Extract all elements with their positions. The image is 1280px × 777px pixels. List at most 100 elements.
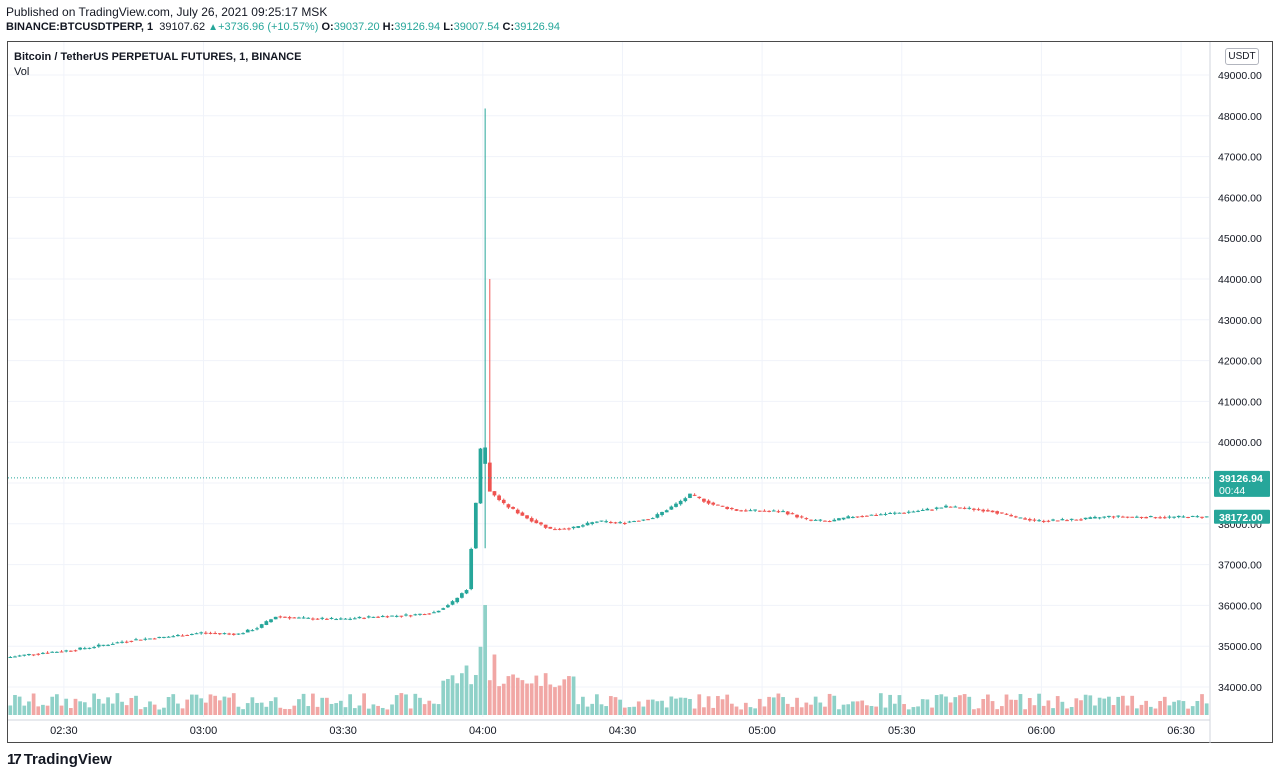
- volume-bar: [45, 705, 50, 715]
- candle-body: [478, 448, 483, 504]
- candle-body: [352, 618, 357, 620]
- candle-body: [236, 633, 241, 635]
- candle-body: [129, 640, 134, 642]
- volume-bar: [785, 703, 790, 715]
- candle-body: [804, 518, 809, 520]
- candle-body: [166, 636, 171, 638]
- candle-body: [59, 651, 64, 653]
- volume-bar: [236, 706, 241, 715]
- volume-bar: [82, 702, 87, 715]
- volume-bar: [1125, 705, 1130, 715]
- volume-bar: [846, 704, 851, 715]
- y-tick-label: 47000.00: [1218, 152, 1262, 164]
- volume-bar: [1176, 700, 1181, 715]
- volume-bar: [1004, 694, 1009, 715]
- candle-body: [543, 524, 548, 528]
- candle-body: [762, 510, 767, 512]
- candle-body: [264, 621, 269, 625]
- candle-body: [674, 503, 678, 507]
- candle-body: [287, 617, 292, 619]
- volume-bar: [627, 707, 632, 715]
- candle-body: [78, 647, 83, 650]
- volume-bar: [101, 703, 106, 715]
- volume-bar: [264, 706, 269, 715]
- candle-body: [371, 616, 376, 618]
- candle-body: [669, 506, 674, 510]
- candle-body: [636, 520, 641, 522]
- volume-bar: [478, 646, 483, 715]
- volume-bar: [59, 705, 64, 715]
- volume-bar: [567, 676, 571, 715]
- volume-bar: [827, 693, 832, 715]
- candle-body: [608, 522, 613, 524]
- volume-bar: [487, 680, 492, 715]
- y-tick-label: 46000.00: [1218, 192, 1262, 204]
- volume-bar: [1023, 709, 1027, 715]
- candle-body: [818, 519, 823, 521]
- volume-bar: [720, 699, 725, 715]
- volume-bar: [269, 701, 273, 715]
- candle-body: [729, 508, 734, 510]
- candle-body: [771, 510, 776, 512]
- volume-bar: [36, 706, 41, 715]
- candle-body: [436, 610, 441, 613]
- candle-body: [743, 510, 748, 512]
- volume-bar: [436, 704, 441, 715]
- y-tick-label: 49000.00: [1218, 70, 1262, 82]
- candle-body: [1023, 518, 1027, 520]
- volume-bar: [655, 701, 660, 715]
- volume-bar: [1032, 705, 1037, 715]
- candle-body: [250, 630, 255, 632]
- volume-bar: [106, 697, 110, 715]
- volume-bar: [1130, 695, 1135, 715]
- candle-body: [781, 511, 785, 513]
- candle-body: [110, 643, 115, 645]
- candle-body: [1018, 517, 1023, 519]
- y-tick-label: 41000.00: [1218, 396, 1262, 408]
- volume-bar: [338, 700, 343, 715]
- candle-body: [427, 613, 432, 615]
- candle-body: [124, 641, 129, 643]
- low-value: 39007.54: [453, 21, 500, 33]
- volume-bar: [460, 673, 464, 715]
- candle-body: [846, 516, 851, 519]
- published-info: Published on TradingView.com, July 26, 2…: [6, 5, 328, 19]
- currency-unit-button[interactable]: USDT: [1225, 48, 1259, 65]
- candle-body: [283, 616, 287, 618]
- candle-body: [757, 510, 762, 512]
- candle-body: [362, 617, 366, 619]
- volume-bar: [50, 696, 55, 715]
- candle-body: [1060, 519, 1065, 521]
- y-tick-label: 44000.00: [1218, 274, 1262, 286]
- volume-bar: [981, 699, 986, 715]
- candle-body: [27, 653, 31, 656]
- candle-body: [1167, 516, 1172, 518]
- candle-body: [739, 510, 744, 512]
- volume-bar: [841, 704, 846, 715]
- volume-bar: [795, 697, 799, 715]
- candle-body: [692, 494, 697, 496]
- candle-body: [902, 512, 906, 514]
- chart-frame[interactable]: [7, 41, 1273, 743]
- candle-body: [706, 500, 711, 504]
- candle-body: [1079, 519, 1083, 521]
- candle-body: [399, 615, 404, 617]
- volume-bar: [1074, 698, 1079, 715]
- volume-bar: [1051, 708, 1055, 715]
- candle-body: [203, 632, 208, 634]
- candle-body: [632, 521, 636, 523]
- volume-bar: [529, 683, 534, 715]
- volume-bar: [934, 694, 939, 715]
- candle-body: [487, 462, 492, 492]
- volume-bar: [469, 684, 474, 715]
- volume-bar: [464, 665, 469, 715]
- candle-body: [408, 615, 413, 617]
- candle-body: [618, 522, 622, 524]
- x-tick-label: 06:30: [1167, 725, 1195, 737]
- price-label-box: [1214, 509, 1270, 524]
- volume-bar: [320, 697, 325, 715]
- volume-bar: [716, 696, 720, 715]
- volume-bar: [1172, 701, 1176, 715]
- volume-bar: [753, 708, 757, 715]
